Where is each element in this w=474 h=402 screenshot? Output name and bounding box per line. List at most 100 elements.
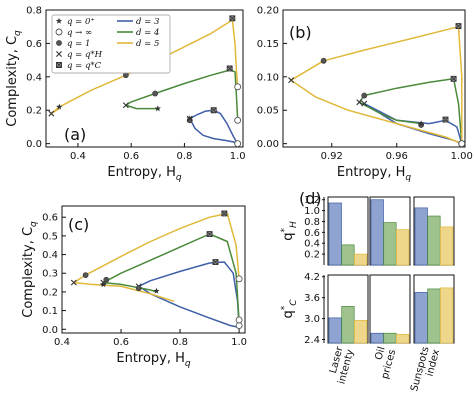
x-tick-label: 1.0 xyxy=(231,337,247,348)
marker-square-x-d3 xyxy=(212,259,219,265)
legend-label: q = q*C xyxy=(67,61,102,71)
bar-qC xyxy=(341,306,355,344)
marker-circle-filled-d5 xyxy=(320,57,327,64)
y-tick-label: 0.4 xyxy=(42,250,58,261)
legend-label: d = 3 xyxy=(136,17,159,27)
y-tick-label: 0.8 xyxy=(26,6,42,17)
marker-square-x-d5 xyxy=(221,210,228,217)
y-tick-label: 0.2 xyxy=(26,106,42,117)
bar-qH xyxy=(440,226,454,266)
bar-qH xyxy=(396,229,410,266)
series-group xyxy=(73,212,240,329)
marker-circle-filled-d4 xyxy=(152,90,159,97)
category-label: Sunspotsindex xyxy=(409,345,442,395)
marker-x-d5 xyxy=(288,77,295,84)
category-label: Laserintenty xyxy=(326,345,357,386)
marker-square-x-d4 xyxy=(450,75,457,82)
series-line-d5-upper xyxy=(50,19,239,115)
category-label: Oilprices xyxy=(369,346,398,381)
y-tick-label: 3.6 xyxy=(304,293,320,304)
y-axis-title-qC: q*C xyxy=(280,299,299,319)
marker-square-x-d4 xyxy=(206,231,213,237)
bar-qC xyxy=(440,287,454,344)
series-line-d5-lower xyxy=(290,79,463,145)
marker-star-d4 xyxy=(154,105,161,112)
legend-label: q = q*H xyxy=(67,50,103,60)
bar-qC xyxy=(328,317,342,344)
marker-circle-open-d3 xyxy=(235,322,243,329)
marker-x-d3 xyxy=(186,115,193,122)
bar-qH xyxy=(427,215,441,266)
y-tick-label: 0.05 xyxy=(257,106,279,117)
marker-square-x-d3 xyxy=(210,107,217,114)
legend-marker-circle-filled xyxy=(56,40,62,46)
y-axis-title-qH: q*H xyxy=(280,221,299,241)
series-line-d4-lower xyxy=(103,281,157,293)
series-line-d3-upper xyxy=(189,109,239,145)
legend-label: q = 0⁺ xyxy=(67,17,95,27)
legend-label: d = 4 xyxy=(136,28,159,38)
marker-circle-open-d4 xyxy=(234,116,242,124)
panel-label-a: (a) xyxy=(64,125,86,144)
marker-x-d4 xyxy=(122,102,129,109)
series-line-d5-upper xyxy=(73,212,240,284)
marker-square-x-d5 xyxy=(229,15,236,22)
x-tick-label: 0.8 xyxy=(172,337,188,348)
marker-circle-open-d5 xyxy=(458,140,466,148)
y-axis-title: Complexity, Cq xyxy=(21,221,39,318)
y-tick-label: 0.1 xyxy=(42,306,58,317)
y-tick-label: 1.2 xyxy=(304,195,320,206)
marker-circle-open-d5 xyxy=(235,275,243,283)
marker-x-d4 xyxy=(356,99,363,106)
y-tick-label: 0.6 xyxy=(26,39,42,50)
marker-star-d4 xyxy=(153,287,160,294)
y-tick-label: 0.10 xyxy=(257,72,279,83)
y-tick-label: 0.0 xyxy=(26,139,42,150)
x-tick-label: 1.00 xyxy=(451,151,473,162)
marker-circle-open-d4 xyxy=(235,316,243,324)
y-tick-label: 3.0 xyxy=(304,314,320,325)
x-tick-label: 0.6 xyxy=(123,151,139,162)
marker-square-x-d5 xyxy=(455,23,462,29)
panel-label-d: (d) xyxy=(299,189,322,208)
series-line-d3-lower xyxy=(189,118,238,145)
x-tick-label: 0.96 xyxy=(386,151,408,162)
x-tick-label: 0.4 xyxy=(70,151,86,162)
bar-qC xyxy=(354,319,368,344)
panel-a: 0.4 0.6 0.8 1.0 0.0 0.2 0.4 0.6 0.8 Entropy, Hq Co… xyxy=(5,6,246,184)
marker-circle-filled-d3 xyxy=(186,117,193,124)
legend-label: q = 1 xyxy=(67,39,90,49)
plot-area xyxy=(61,205,246,334)
x-tick-label: 0.92 xyxy=(321,151,343,162)
legend-label: d = 5 xyxy=(136,39,159,49)
y-tick-label: 0.6 xyxy=(304,228,320,239)
series-line-d5-lower xyxy=(73,281,175,303)
bar-qH xyxy=(328,202,342,266)
series-line-d4-lower xyxy=(359,101,422,125)
marker-star-d5 xyxy=(100,281,107,288)
series-line-d4-lower xyxy=(125,104,158,110)
bar-group-frame xyxy=(369,274,411,344)
y-tick-label: 0.15 xyxy=(257,39,279,50)
bar-qH xyxy=(414,207,428,266)
marker-circle-filled-d4 xyxy=(361,92,368,99)
y-tick-label: 0.6 xyxy=(42,213,58,224)
panel-d: (d) 0.20.40.60.81.01.2 q*H 2.4 3.0 3.6 4.2 q*C L… xyxy=(280,189,455,395)
y-tick-label: 2.4 xyxy=(304,335,320,346)
y-tick-label: 0.3 xyxy=(42,269,58,280)
y-tick-label: 0.5 xyxy=(42,231,58,242)
y-tick-label: 0.2 xyxy=(304,250,320,261)
marker-star-d5 xyxy=(56,103,63,110)
marker-circle-filled-d4 xyxy=(103,276,110,283)
bar-qC xyxy=(427,288,441,344)
bar-qC xyxy=(396,333,410,344)
bar-qH xyxy=(370,199,384,266)
bar-qC xyxy=(383,332,397,344)
marker-circle-open-d3 xyxy=(234,140,242,148)
marker-square-x-d3 xyxy=(442,116,449,123)
panel-label-c: (c) xyxy=(68,215,89,234)
y-tick-label: 0.0 xyxy=(42,325,58,336)
legend-marker-square-x xyxy=(56,62,62,68)
y-tick-label: 0.8 xyxy=(304,217,320,228)
